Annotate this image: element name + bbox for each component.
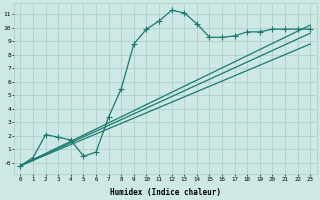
X-axis label: Humidex (Indice chaleur): Humidex (Indice chaleur) xyxy=(110,188,221,197)
